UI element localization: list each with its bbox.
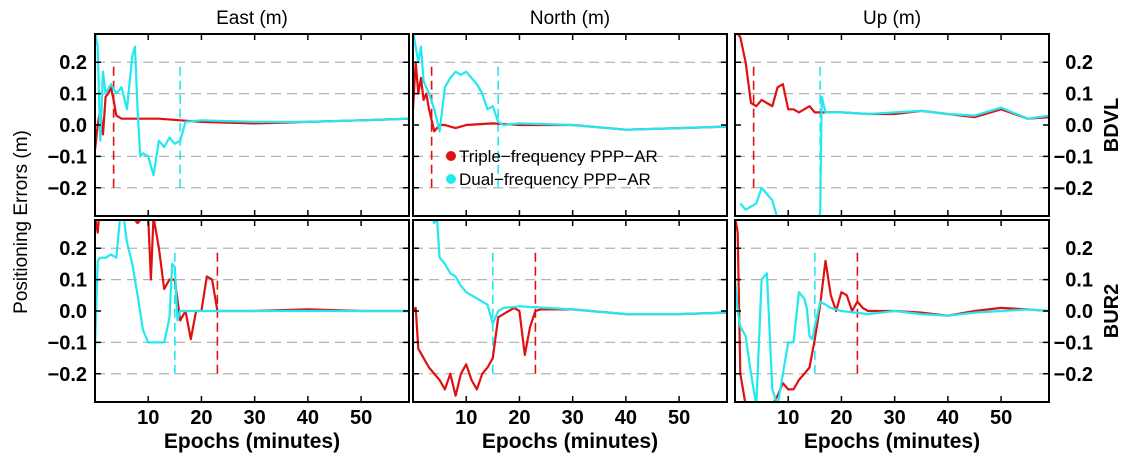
- y-tick-label: −0.2: [48, 178, 87, 200]
- x-tick-label: 50: [350, 407, 372, 429]
- x-tick-label: 20: [830, 407, 852, 429]
- x-axis-label: Epochs (minutes): [804, 430, 980, 453]
- y-tick-label-right: 0.2: [1065, 52, 1093, 74]
- legend-marker-dual: [446, 174, 456, 184]
- dual-frequency-line: [96, 221, 408, 349]
- x-tick-label: 10: [777, 407, 799, 429]
- y-tick-label: 0.2: [59, 238, 87, 260]
- x-tick-label: 30: [884, 407, 906, 429]
- dual-frequency-line: [432, 221, 726, 325]
- y-tick-label-right: 0.1: [1065, 270, 1093, 292]
- x-tick-label: 40: [937, 407, 959, 429]
- x-tick-label: 20: [190, 407, 212, 429]
- y-tick-label: 0.1: [59, 270, 87, 292]
- y-tick-label: −0.1: [48, 146, 87, 168]
- x-axis-label: Epochs (minutes): [482, 430, 658, 453]
- legend-marker-triple: [446, 151, 456, 161]
- y-tick-label-right: −0.2: [1054, 178, 1093, 200]
- y-tick-label-right: 0.1: [1065, 84, 1093, 106]
- station-label: BDVL: [1101, 98, 1123, 152]
- y-tick-label-right: 0.2: [1065, 238, 1093, 260]
- column-title: East (m): [216, 8, 288, 29]
- x-tick-label: 30: [244, 407, 266, 429]
- triple-frequency-line: [414, 306, 726, 397]
- station-label: BUR2: [1101, 284, 1123, 338]
- x-tick-label: 50: [668, 407, 690, 429]
- y-tick-label-right: −0.1: [1054, 146, 1093, 168]
- panel-frame: [412, 219, 728, 403]
- y-tick-label-right: 0.0: [1065, 115, 1093, 137]
- y-tick-label: 0.0: [59, 115, 87, 137]
- x-tick-label: 40: [297, 407, 319, 429]
- panel-frame: [412, 33, 728, 217]
- y-tick-label: 0.1: [59, 84, 87, 106]
- triple-frequency-line: [414, 61, 726, 133]
- y-tick-label: −0.1: [48, 332, 87, 354]
- legend-label: Triple−frequency PPP−AR: [459, 147, 658, 166]
- column-title: Up (m): [863, 8, 921, 29]
- x-tick-label: 50: [990, 407, 1012, 429]
- dual-frequency-line: [414, 35, 726, 133]
- y-tick-label: −0.2: [48, 364, 87, 386]
- dual-frequency-line: [96, 35, 408, 177]
- triple-frequency-line: [96, 86, 408, 151]
- panel-frame: [94, 219, 410, 403]
- panel-frame: [734, 219, 1050, 403]
- panel-frame: [734, 33, 1050, 217]
- y-axis-label: Positioning Errors (m): [11, 130, 32, 314]
- x-tick-label: 30: [562, 407, 584, 429]
- y-tick-label-right: −0.1: [1054, 332, 1093, 354]
- y-tick-label-right: 0.0: [1065, 301, 1093, 323]
- triple-frequency-line: [737, 35, 1048, 120]
- column-title: North (m): [530, 8, 610, 29]
- x-axis-label: Epochs (minutes): [164, 430, 340, 453]
- triple-frequency-line: [736, 221, 1048, 401]
- dual-frequency-line: [739, 95, 1048, 215]
- x-tick-label: 40: [615, 407, 637, 429]
- y-tick-label-right: −0.2: [1054, 364, 1093, 386]
- y-tick-label: 0.0: [59, 301, 87, 323]
- x-tick-label: 10: [137, 407, 159, 429]
- y-tick-label: 0.2: [59, 52, 87, 74]
- x-tick-label: 20: [508, 407, 530, 429]
- dual-frequency-line: [736, 272, 1048, 401]
- legend-label: Dual−frequency PPP−AR: [459, 170, 651, 189]
- panel-frame: [94, 33, 410, 217]
- x-tick-label: 10: [455, 407, 477, 429]
